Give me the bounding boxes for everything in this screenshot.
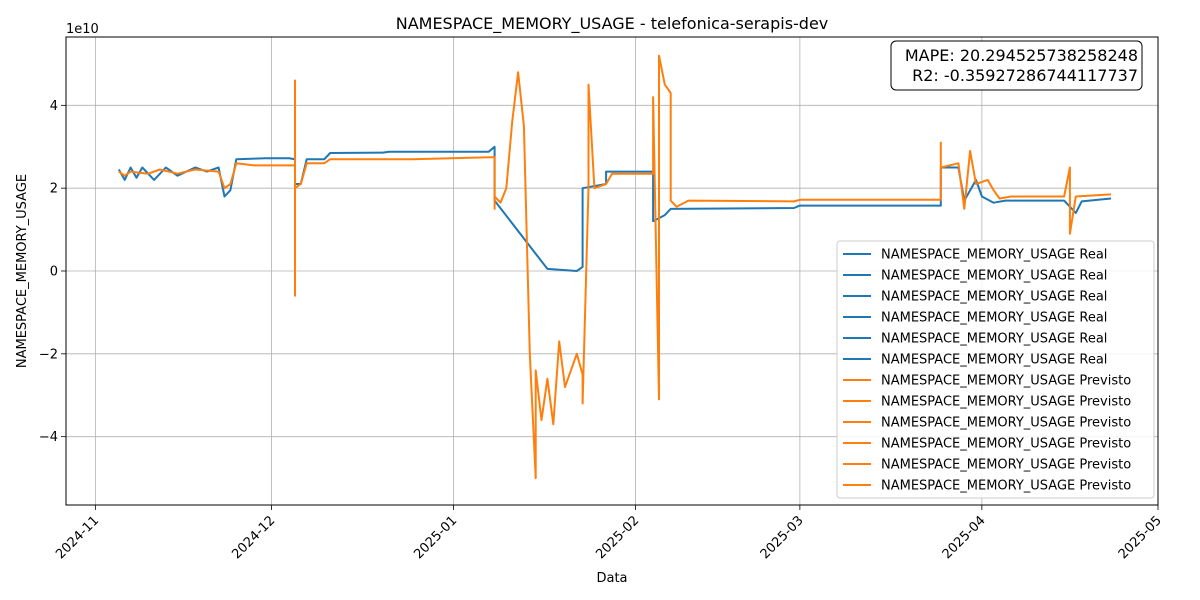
- y-tick-label: −4: [39, 430, 58, 445]
- chart-title: NAMESPACE_MEMORY_USAGE - telefonica-sera…: [396, 14, 829, 34]
- legend-entry: NAMESPACE_MEMORY_USAGE Previsto: [881, 416, 1131, 431]
- y-axis-label: NAMESPACE_MEMORY_USAGE: [15, 174, 30, 368]
- legend-entry: NAMESPACE_MEMORY_USAGE Real: [881, 332, 1107, 347]
- series-lines: [117, 54, 1112, 480]
- mape-text: MAPE: 20.294525738258248: [905, 46, 1138, 65]
- legend-entry: NAMESPACE_MEMORY_USAGE Previsto: [881, 437, 1131, 452]
- legend: NAMESPACE_MEMORY_USAGE Real NAMESPACE_MEM…: [836, 240, 1155, 499]
- y-offset-label: 1e10: [66, 22, 99, 37]
- y-tick-label: −2: [39, 347, 58, 362]
- y-tick-label: 4: [50, 99, 58, 114]
- legend-entry: NAMESPACE_MEMORY_USAGE Previsto: [881, 374, 1131, 389]
- metrics-annotation: MAPE: 20.294525738258248 R2: -0.35927286…: [890, 40, 1143, 91]
- series-line-previsto: [118, 54, 1112, 480]
- y-tick-label: 0: [50, 265, 58, 280]
- r2-text: R2: -0.35927286744117737: [912, 66, 1138, 85]
- legend-box: [836, 240, 1155, 499]
- y-tick-label: 2: [50, 182, 58, 197]
- legend-entry: NAMESPACE_MEMORY_USAGE Real: [881, 248, 1107, 263]
- legend-entry: NAMESPACE_MEMORY_USAGE Previsto: [881, 479, 1131, 494]
- legend-entry: NAMESPACE_MEMORY_USAGE Real: [881, 290, 1107, 305]
- legend-entry: NAMESPACE_MEMORY_USAGE Real: [881, 353, 1107, 368]
- legend-entry: NAMESPACE_MEMORY_USAGE Real: [881, 269, 1107, 284]
- legend-entry: NAMESPACE_MEMORY_USAGE Previsto: [881, 458, 1131, 473]
- metrics-box: [890, 40, 1143, 91]
- legend-entry: NAMESPACE_MEMORY_USAGE Real: [881, 311, 1107, 326]
- x-axis-label: Data: [596, 571, 627, 586]
- legend-entry: NAMESPACE_MEMORY_USAGE Previsto: [881, 395, 1131, 410]
